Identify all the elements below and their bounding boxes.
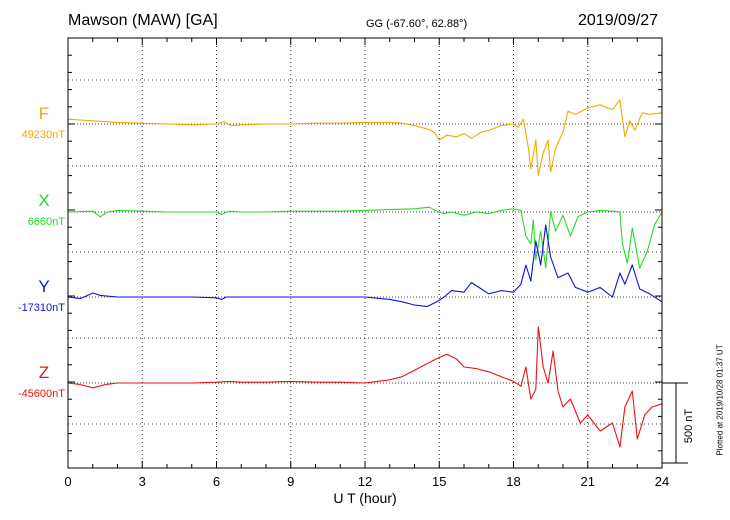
- x-tick-label: 12: [357, 474, 373, 489]
- x-tick-label: 18: [506, 474, 521, 489]
- x-tick-label: 0: [64, 474, 72, 489]
- x-tick-label: 15: [432, 474, 447, 489]
- plotted-timestamp: Plotted at 2019/10/28 01:37 UT: [715, 344, 725, 456]
- series-baseline-z: -45600nT: [17, 388, 65, 400]
- scale-bar: [662, 382, 688, 464]
- series-line-x: [67, 206, 663, 269]
- x-axis-label: U T (hour): [333, 490, 397, 506]
- series-line-z: [67, 326, 663, 448]
- series-name-f: F: [38, 104, 50, 123]
- series-baseline-x: 6660nT: [27, 216, 65, 228]
- axis-ticks: [67, 38, 663, 468]
- series-line-f: [67, 99, 663, 176]
- station-title: Mawson (MAW) [GA]: [68, 12, 218, 29]
- series-name-z: Z: [38, 363, 50, 382]
- scale-bar-label: 500 nT: [683, 408, 695, 444]
- x-tick-label: 9: [287, 474, 295, 489]
- grid-lines: [68, 38, 662, 468]
- series-line-y: [67, 224, 663, 308]
- chart-date: 2019/09/27: [578, 12, 659, 29]
- x-tick-label: 6: [212, 474, 221, 489]
- series-lines: [67, 99, 663, 448]
- series-baseline-f: 49230nT: [21, 129, 65, 141]
- series-name-y: Y: [38, 277, 50, 296]
- series-baseline-y: -17310nT: [17, 302, 65, 314]
- series-name-x: X: [38, 191, 50, 210]
- x-tick-label: 24: [654, 474, 670, 489]
- x-tick-label: 21: [580, 474, 595, 489]
- station-coordinates: GG (-67.60°, 62.88°): [366, 18, 468, 30]
- x-tick-label: 3: [138, 474, 146, 489]
